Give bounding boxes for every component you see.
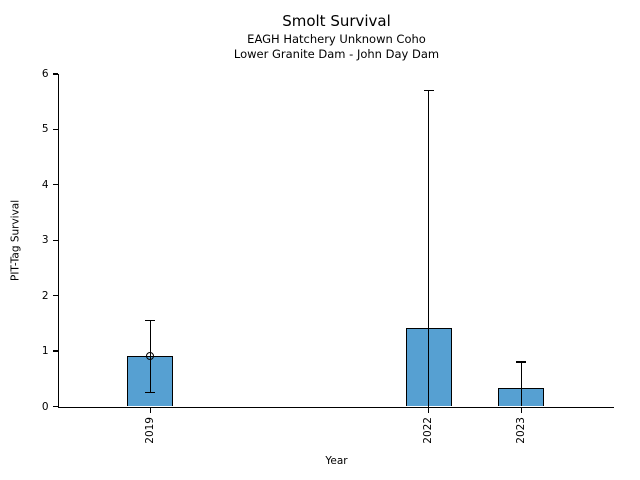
- error-bar-line-2023: [520, 362, 522, 407]
- x-tick-2023: [520, 407, 522, 413]
- point-marker-2019: [146, 352, 155, 361]
- error-bar-cap-high-2019: [145, 319, 156, 322]
- error-bar-cap-high-2022: [423, 89, 434, 92]
- y-tick-2: [52, 295, 58, 297]
- y-tick-label-0: 0: [41, 400, 49, 413]
- y-tick-label-4: 4: [41, 178, 49, 191]
- x-axis-label: Year: [325, 455, 348, 467]
- x-axis-spine: [57, 406, 614, 408]
- x-tick-label-2023: 2023: [514, 416, 527, 444]
- y-tick-label-5: 5: [41, 123, 49, 136]
- y-tick-5: [52, 128, 58, 130]
- y-tick-6: [52, 73, 58, 75]
- y-tick-label-2: 2: [41, 289, 49, 302]
- x-tick-label-2022: 2022: [422, 416, 434, 444]
- error-bar-cap-low-2019: [145, 391, 156, 394]
- chart-title: Smolt Survival: [282, 12, 391, 30]
- chart-subtitle-line1: EAGH Hatchery Unknown Coho: [247, 32, 426, 46]
- x-tick-label-2019: 2019: [143, 416, 156, 444]
- x-tick-2022: [427, 407, 430, 413]
- y-tick-label-3: 3: [41, 234, 49, 247]
- y-tick-0: [52, 405, 58, 408]
- y-tick-label-1: 1: [41, 345, 49, 358]
- y-tick-1: [52, 350, 58, 352]
- y-axis-spine: [57, 74, 59, 408]
- y-tick-4: [52, 184, 58, 186]
- error-bar-line-2022: [427, 90, 430, 407]
- x-tick-2019: [149, 407, 151, 413]
- y-tick-3: [52, 239, 58, 241]
- y-tick-label-6: 6: [41, 68, 49, 80]
- error-bar-cap-high-2023: [516, 361, 527, 363]
- chart-subtitle-line2: Lower Granite Dam - John Day Dam: [233, 47, 440, 61]
